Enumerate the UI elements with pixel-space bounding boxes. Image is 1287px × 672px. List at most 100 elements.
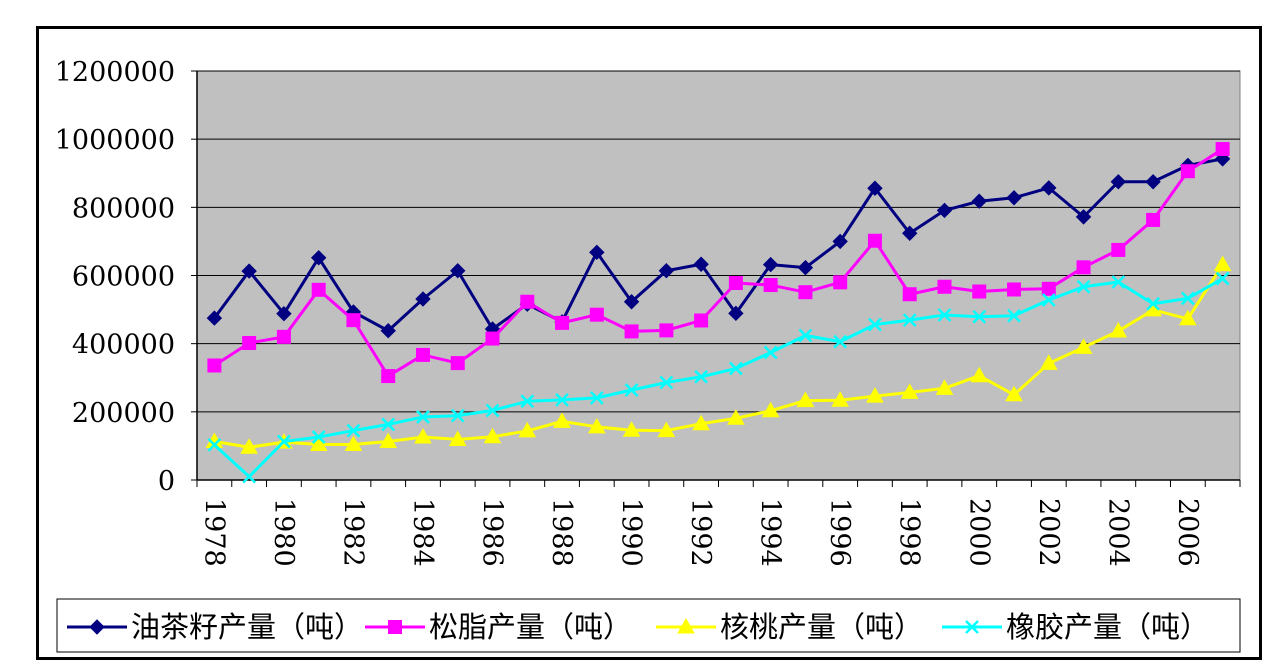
data-point	[241, 263, 257, 279]
y-tick-label: 0	[158, 466, 175, 497]
data-point	[310, 250, 327, 266]
y-tick-label: 1200000	[55, 57, 175, 88]
data-point	[694, 369, 709, 384]
y-tick-label: 200000	[72, 398, 175, 429]
data-point	[763, 345, 778, 360]
data-point	[1180, 164, 1195, 179]
data-point	[902, 313, 917, 328]
series-line	[214, 263, 1224, 449]
x-tick-label: 1996	[824, 498, 855, 567]
series-3	[205, 255, 1232, 454]
data-point	[415, 291, 431, 307]
data-point	[242, 469, 257, 484]
data-point	[450, 408, 465, 423]
data-point	[658, 263, 675, 279]
data-point	[936, 202, 953, 219]
data-point	[970, 366, 989, 383]
data-point	[485, 331, 500, 346]
legend-label: 松脂产量（吨）	[429, 610, 632, 644]
data-point	[902, 225, 918, 241]
data-point	[833, 334, 848, 349]
x-tick-label: 1992	[685, 498, 716, 567]
y-tick-label: 400000	[72, 330, 175, 361]
legend-label: 橡胶产量（吨）	[1006, 610, 1209, 644]
data-point	[207, 358, 222, 373]
data-point	[589, 390, 604, 405]
data-point	[798, 328, 813, 343]
x-tick-label: 1986	[477, 498, 508, 567]
data-point	[900, 383, 919, 399]
data-point	[761, 401, 780, 418]
data-point	[240, 438, 259, 454]
series-2	[207, 142, 1230, 384]
data-point	[622, 421, 641, 437]
data-point	[388, 620, 402, 634]
x-tick-label: 1980	[268, 498, 299, 567]
data-point	[1111, 275, 1126, 289]
x-tick-label: 2000	[963, 498, 994, 567]
data-point	[555, 393, 569, 407]
data-point	[937, 308, 952, 322]
data-point	[659, 375, 674, 390]
data-point	[1007, 282, 1022, 297]
data-point	[277, 434, 291, 449]
data-point	[833, 275, 848, 290]
data-point	[659, 323, 674, 338]
data-point	[589, 307, 604, 322]
legend-label: 油茶籽产量（吨）	[131, 610, 363, 644]
data-point	[1180, 291, 1195, 306]
x-tick-label: 1982	[337, 498, 368, 567]
x-tick-label: 2004	[1102, 498, 1133, 567]
data-point	[935, 379, 954, 395]
data-point	[276, 305, 292, 322]
data-point	[866, 387, 884, 403]
data-point	[972, 284, 987, 299]
legend-item-3: 核桃产量（吨）	[656, 610, 923, 644]
legend-item-1: 油茶籽产量（吨）	[67, 610, 363, 644]
data-point	[1213, 255, 1232, 272]
x-tick-label: 1984	[407, 498, 438, 567]
data-point	[868, 317, 882, 332]
data-point	[832, 233, 848, 250]
data-point	[89, 619, 105, 635]
data-point	[450, 263, 466, 279]
x-tick-label: 1994	[755, 498, 786, 567]
data-point	[727, 409, 745, 425]
x-tick-label: 1988	[546, 498, 577, 567]
x-tick-label: 2006	[1172, 498, 1203, 567]
data-point	[1145, 174, 1161, 190]
data-point	[728, 361, 743, 376]
data-point	[589, 244, 605, 261]
data-point	[728, 305, 744, 322]
data-point	[965, 620, 979, 634]
x-tick-label: 1998	[894, 498, 925, 567]
data-point	[380, 323, 396, 339]
data-point	[796, 391, 815, 408]
legend-item-2: 松脂产量（吨）	[365, 610, 632, 644]
data-point	[867, 233, 882, 248]
data-point	[1146, 212, 1161, 227]
data-point	[1109, 322, 1128, 338]
data-point	[206, 310, 223, 326]
data-point	[311, 430, 326, 444]
series-line	[213, 277, 1224, 479]
data-point	[1039, 354, 1058, 370]
data-point	[1178, 309, 1197, 326]
y-tick-label: 600000	[72, 262, 175, 293]
data-point	[1215, 142, 1230, 157]
axes: 0 200000 400000 600000 800000 1000000 1200000 1…	[55, 57, 1241, 567]
data-point	[677, 617, 695, 634]
data-point	[1215, 271, 1230, 286]
y-tick-label: 800000	[72, 193, 175, 224]
series-group	[205, 142, 1232, 484]
x-tick-label: 1978	[198, 498, 229, 567]
legend-box	[56, 598, 1241, 653]
legend-label: 核桃产量（吨）	[720, 610, 923, 644]
data-point	[485, 403, 500, 418]
data-point	[381, 369, 396, 384]
data-point	[553, 412, 571, 428]
data-point	[624, 324, 639, 339]
data-point	[694, 313, 709, 328]
data-point	[379, 432, 398, 448]
legend: 油茶籽产量（吨） 松脂产量（吨） 核桃产量（吨） 橡胶产量（吨）	[56, 598, 1241, 653]
